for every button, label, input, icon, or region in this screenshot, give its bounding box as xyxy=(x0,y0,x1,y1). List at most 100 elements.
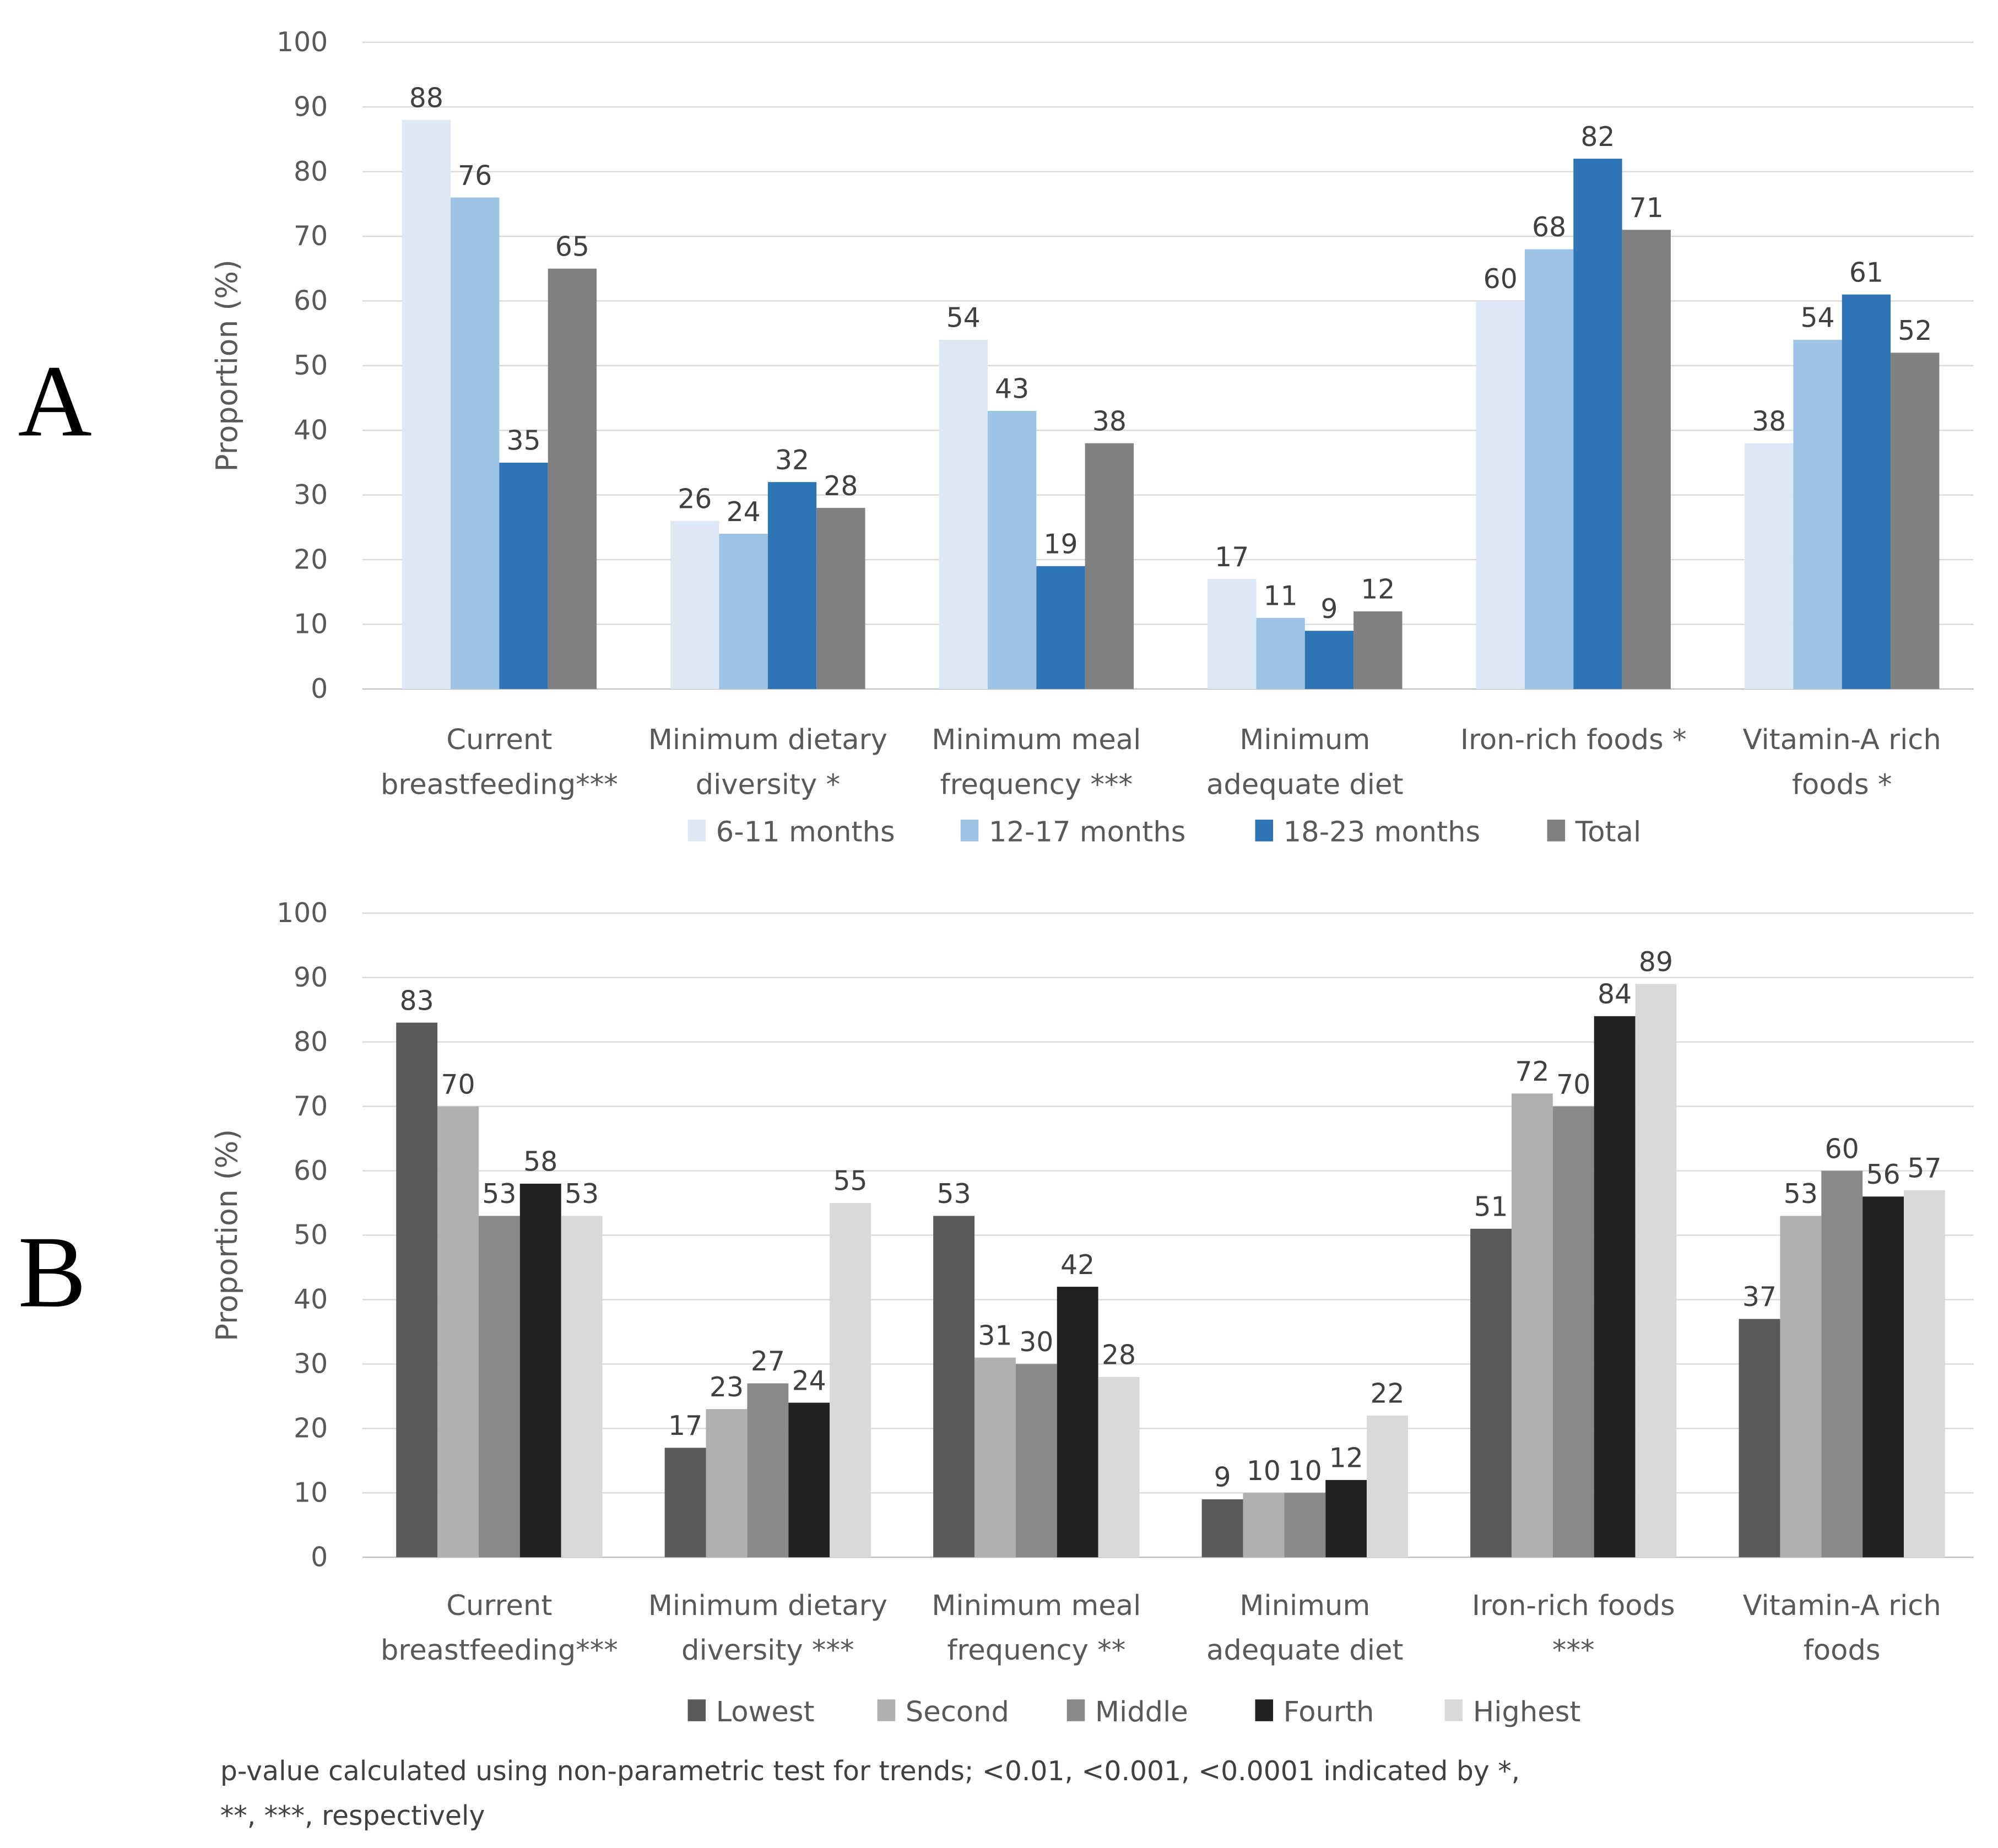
x-tick-label: adequate diet xyxy=(1206,1634,1403,1667)
data-label: 60 xyxy=(1483,263,1518,295)
bar xyxy=(1891,353,1940,689)
legend-label: Total xyxy=(1575,816,1641,849)
x-tick-label: Minimum meal xyxy=(932,1590,1141,1622)
bar xyxy=(1739,1319,1780,1558)
chart-b: 0 10 20 30 40 50 60 70 80 90 100 Proportion (%) B 83 7… xyxy=(18,897,1974,1728)
bar xyxy=(719,534,768,689)
y-tick-label: 90 xyxy=(294,91,328,122)
x-tick-label: foods xyxy=(1804,1634,1881,1667)
x-tick-label: Vitamin-A rich xyxy=(1743,1590,1941,1622)
bar xyxy=(1476,301,1525,689)
y-tick-label: 40 xyxy=(294,414,328,446)
data-label: 71 xyxy=(1629,192,1664,224)
x-tick-label: foods * xyxy=(1792,769,1892,801)
data-label: 37 xyxy=(1742,1281,1777,1313)
y-tick-label: 60 xyxy=(294,1155,328,1186)
y-axis-label: Proportion (%) xyxy=(209,259,244,472)
data-label: 28 xyxy=(1102,1340,1136,1371)
y-tick-label: 30 xyxy=(294,1348,328,1380)
data-label: 60 xyxy=(1825,1133,1859,1164)
y-tick-label: 20 xyxy=(294,544,328,575)
data-label: 31 xyxy=(978,1320,1012,1351)
data-label: 54 xyxy=(1800,302,1834,334)
legend-swatch xyxy=(1255,1699,1274,1721)
bar xyxy=(830,1203,871,1558)
data-label: 70 xyxy=(1556,1069,1590,1100)
data-label: 56 xyxy=(1866,1159,1900,1190)
data-label: 84 xyxy=(1598,979,1632,1010)
data-label: 58 xyxy=(523,1146,557,1178)
bar xyxy=(974,1357,1016,1558)
x-tick-label: Minimum dietary xyxy=(648,724,887,756)
bar xyxy=(1057,1287,1098,1558)
data-label: 32 xyxy=(775,445,809,476)
bar xyxy=(451,197,500,689)
bar xyxy=(402,120,451,689)
x-tick-label: Minimum dietary xyxy=(648,1590,887,1622)
bar xyxy=(1208,579,1257,689)
bar xyxy=(1842,294,1891,689)
data-label: 68 xyxy=(1532,212,1566,243)
panel-label: B xyxy=(18,1216,86,1329)
data-label: 12 xyxy=(1361,574,1395,605)
bar xyxy=(670,521,719,689)
footnote-line-2: **, ***, respectively xyxy=(220,1800,485,1831)
x-tick-label: adequate diet xyxy=(1206,769,1403,801)
legend-swatch xyxy=(1066,1699,1085,1721)
y-tick-label: 50 xyxy=(294,1220,328,1251)
y-tick-label: 50 xyxy=(294,350,328,381)
data-label: 89 xyxy=(1639,946,1673,978)
y-tick-label: 0 xyxy=(311,1541,328,1573)
legend-swatch xyxy=(960,820,979,842)
data-label: 65 xyxy=(555,231,589,262)
data-label: 54 xyxy=(946,302,981,334)
bar xyxy=(1367,1415,1408,1558)
legend-swatch xyxy=(687,1699,706,1721)
bar xyxy=(706,1409,748,1558)
bar xyxy=(1098,1376,1140,1558)
data-label: 9 xyxy=(1320,593,1338,625)
y-tick-label: 100 xyxy=(277,26,328,58)
bar xyxy=(1552,1106,1594,1558)
data-label: 11 xyxy=(1264,580,1298,611)
data-label: 55 xyxy=(833,1166,868,1197)
bar xyxy=(1325,1480,1367,1558)
legend-swatch xyxy=(1255,820,1274,842)
data-label: 10 xyxy=(1288,1455,1322,1487)
x-tick-label: Current xyxy=(446,1590,552,1622)
data-label: 38 xyxy=(1092,405,1127,437)
y-tick-label: 10 xyxy=(294,1477,328,1509)
bar xyxy=(1821,1170,1863,1558)
legend-label: 12-17 months xyxy=(989,816,1185,849)
x-tick-label: Vitamin-A rich xyxy=(1743,724,1941,756)
data-label: 12 xyxy=(1329,1443,1363,1474)
x-tick-label: Iron-rich foods * xyxy=(1460,724,1687,756)
bar xyxy=(1862,1196,1904,1558)
data-label: 9 xyxy=(1214,1462,1231,1493)
chart-a: 0 10 20 30 40 50 60 70 80 90 100 Proportion (%) A 88 7… xyxy=(18,26,1974,849)
data-label: 30 xyxy=(1019,1326,1053,1358)
x-tick-label: breastfeeding*** xyxy=(381,769,618,801)
data-label: 24 xyxy=(792,1365,826,1396)
legend-swatch xyxy=(687,820,706,842)
bar xyxy=(1635,984,1677,1558)
y-tick-label: 100 xyxy=(277,897,328,929)
legend-label: 18-23 months xyxy=(1284,816,1481,849)
y-tick-label: 40 xyxy=(294,1284,328,1315)
data-label: 42 xyxy=(1060,1249,1095,1281)
y-tick-label: 70 xyxy=(294,220,328,252)
data-label: 70 xyxy=(441,1069,475,1100)
y-tick-label: 80 xyxy=(294,1026,328,1058)
data-label: 10 xyxy=(1247,1455,1281,1487)
bar xyxy=(1353,611,1403,689)
bar xyxy=(1780,1216,1822,1558)
data-label: 53 xyxy=(565,1178,599,1210)
y-tick-label: 20 xyxy=(294,1413,328,1444)
x-tick-label: Minimum meal xyxy=(932,724,1141,756)
y-tick-label: 70 xyxy=(294,1091,328,1122)
x-tick-label: frequency ** xyxy=(947,1634,1125,1667)
bar xyxy=(1793,339,1842,689)
data-label: 82 xyxy=(1580,121,1615,153)
data-label: 26 xyxy=(678,483,712,514)
y-tick-label: 60 xyxy=(294,285,328,317)
